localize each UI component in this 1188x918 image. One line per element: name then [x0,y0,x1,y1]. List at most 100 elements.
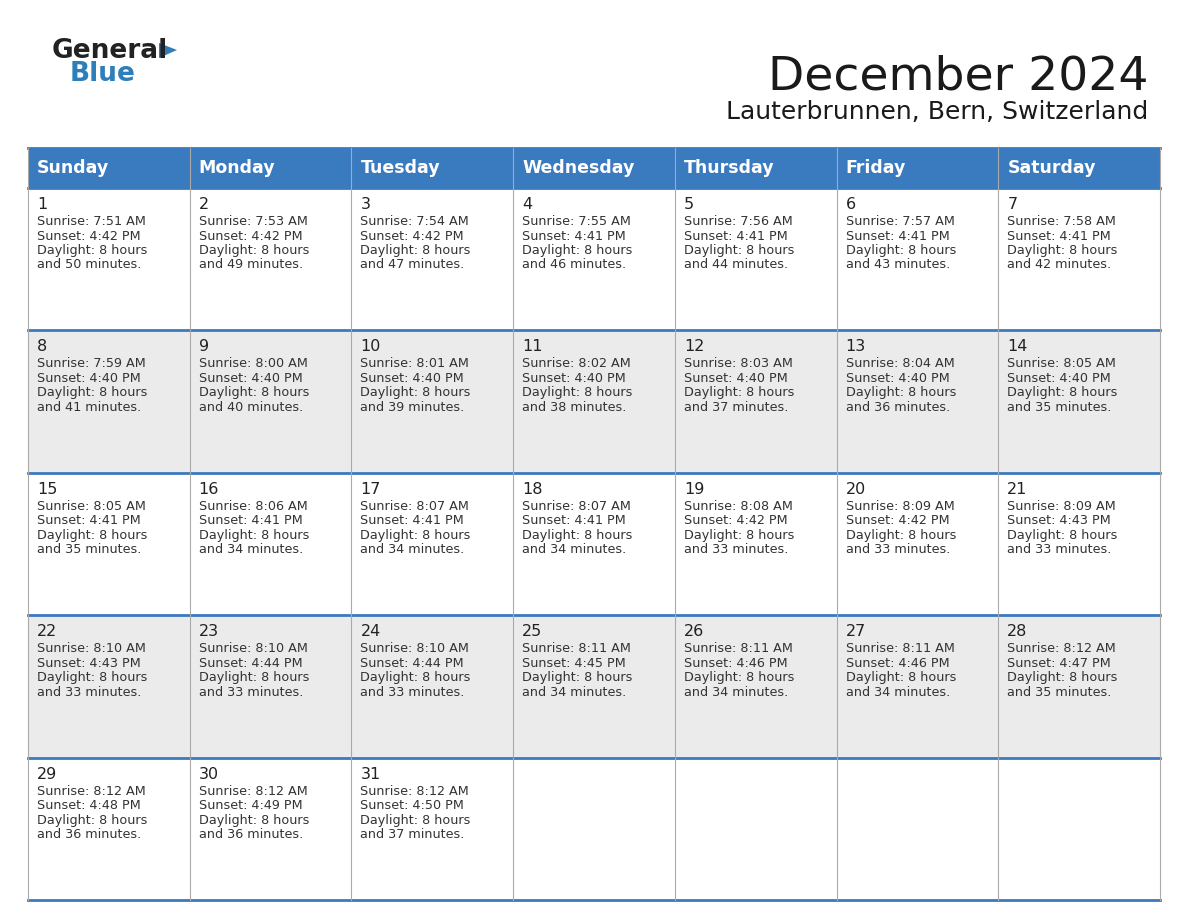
Text: 5: 5 [684,197,694,212]
Bar [836,757,998,900]
Text: Tuesday: Tuesday [360,159,440,177]
Text: Daylight: 8 hours: Daylight: 8 hours [684,386,795,399]
Bar [836,330,998,473]
Text: and 33 minutes.: and 33 minutes. [684,543,788,556]
Text: Sunrise: 8:02 AM: Sunrise: 8:02 AM [523,357,631,370]
Text: Sunrise: 8:10 AM: Sunrise: 8:10 AM [360,643,469,655]
Text: and 37 minutes.: and 37 minutes. [360,828,465,841]
Text: Daylight: 8 hours: Daylight: 8 hours [37,244,147,257]
Text: Sunrise: 8:11 AM: Sunrise: 8:11 AM [523,643,631,655]
Text: and 34 minutes.: and 34 minutes. [198,543,303,556]
Text: 26: 26 [684,624,704,639]
Text: Sunrise: 8:04 AM: Sunrise: 8:04 AM [846,357,954,370]
Text: and 36 minutes.: and 36 minutes. [198,828,303,841]
Bar [675,615,836,757]
Text: and 40 minutes.: and 40 minutes. [198,401,303,414]
Text: 18: 18 [523,482,543,497]
Text: December 2024: December 2024 [767,55,1148,100]
Text: Sunrise: 8:07 AM: Sunrise: 8:07 AM [360,499,469,513]
Text: Daylight: 8 hours: Daylight: 8 hours [1007,244,1118,257]
Text: 22: 22 [37,624,57,639]
Bar [998,330,1159,473]
Text: and 35 minutes.: and 35 minutes. [1007,686,1112,699]
Text: Daylight: 8 hours: Daylight: 8 hours [846,386,956,399]
Text: and 36 minutes.: and 36 minutes. [846,401,950,414]
Bar [513,615,675,757]
Bar [998,188,1159,330]
Text: Sunset: 4:40 PM: Sunset: 4:40 PM [846,372,949,385]
Bar [29,473,190,615]
Bar [513,473,675,615]
Text: Friday: Friday [846,159,906,177]
Bar [675,188,836,330]
Text: Daylight: 8 hours: Daylight: 8 hours [523,244,632,257]
Text: Daylight: 8 hours: Daylight: 8 hours [846,529,956,542]
Text: Daylight: 8 hours: Daylight: 8 hours [37,529,147,542]
Text: Sunset: 4:40 PM: Sunset: 4:40 PM [523,372,626,385]
Text: 19: 19 [684,482,704,497]
Text: Sunrise: 7:55 AM: Sunrise: 7:55 AM [523,215,631,228]
Text: Daylight: 8 hours: Daylight: 8 hours [360,529,470,542]
Text: 20: 20 [846,482,866,497]
Bar [190,330,352,473]
Text: Sunset: 4:41 PM: Sunset: 4:41 PM [684,230,788,242]
Text: Sunrise: 7:56 AM: Sunrise: 7:56 AM [684,215,792,228]
Text: Sunset: 4:44 PM: Sunset: 4:44 PM [360,656,465,670]
Text: and 33 minutes.: and 33 minutes. [846,543,950,556]
Text: Daylight: 8 hours: Daylight: 8 hours [846,244,956,257]
Text: Sunrise: 8:01 AM: Sunrise: 8:01 AM [360,357,469,370]
Text: Sunrise: 8:03 AM: Sunrise: 8:03 AM [684,357,792,370]
Text: 13: 13 [846,340,866,354]
Text: Sunrise: 7:51 AM: Sunrise: 7:51 AM [37,215,146,228]
Text: Daylight: 8 hours: Daylight: 8 hours [37,671,147,684]
Text: and 46 minutes.: and 46 minutes. [523,259,626,272]
Bar [190,148,352,188]
Text: Wednesday: Wednesday [523,159,634,177]
Text: Sunset: 4:46 PM: Sunset: 4:46 PM [684,656,788,670]
Text: Daylight: 8 hours: Daylight: 8 hours [684,529,795,542]
Text: 23: 23 [198,624,219,639]
Text: and 47 minutes.: and 47 minutes. [360,259,465,272]
Text: Sunset: 4:41 PM: Sunset: 4:41 PM [198,514,303,527]
Text: 6: 6 [846,197,855,212]
Bar [29,615,190,757]
Text: 9: 9 [198,340,209,354]
Bar [190,473,352,615]
Polygon shape [159,43,177,58]
Text: and 49 minutes.: and 49 minutes. [198,259,303,272]
Text: Sunset: 4:41 PM: Sunset: 4:41 PM [523,514,626,527]
Text: and 34 minutes.: and 34 minutes. [523,543,626,556]
Text: and 33 minutes.: and 33 minutes. [198,686,303,699]
Bar [352,757,513,900]
Text: and 38 minutes.: and 38 minutes. [523,401,626,414]
Bar [190,615,352,757]
Bar [998,473,1159,615]
Text: and 34 minutes.: and 34 minutes. [523,686,626,699]
Bar [513,188,675,330]
Text: Sunrise: 7:54 AM: Sunrise: 7:54 AM [360,215,469,228]
Text: Sunset: 4:50 PM: Sunset: 4:50 PM [360,799,465,812]
Text: 8: 8 [37,340,48,354]
Bar [675,148,836,188]
Text: Sunrise: 8:05 AM: Sunrise: 8:05 AM [37,499,146,513]
Text: Daylight: 8 hours: Daylight: 8 hours [360,386,470,399]
Text: 16: 16 [198,482,219,497]
Text: 10: 10 [360,340,381,354]
Text: Sunset: 4:44 PM: Sunset: 4:44 PM [198,656,302,670]
Text: Sunset: 4:41 PM: Sunset: 4:41 PM [523,230,626,242]
Text: and 36 minutes.: and 36 minutes. [37,828,141,841]
Text: Sunset: 4:48 PM: Sunset: 4:48 PM [37,799,140,812]
Text: Sunset: 4:41 PM: Sunset: 4:41 PM [37,514,140,527]
Text: and 34 minutes.: and 34 minutes. [846,686,950,699]
Bar [29,757,190,900]
Text: Sunset: 4:43 PM: Sunset: 4:43 PM [1007,514,1111,527]
Bar [836,473,998,615]
Bar [836,188,998,330]
Text: Sunset: 4:42 PM: Sunset: 4:42 PM [37,230,140,242]
Text: General: General [52,38,169,64]
Text: and 34 minutes.: and 34 minutes. [684,686,788,699]
Text: Daylight: 8 hours: Daylight: 8 hours [846,671,956,684]
Bar [998,757,1159,900]
Text: and 35 minutes.: and 35 minutes. [37,543,141,556]
Text: Sunrise: 8:08 AM: Sunrise: 8:08 AM [684,499,792,513]
